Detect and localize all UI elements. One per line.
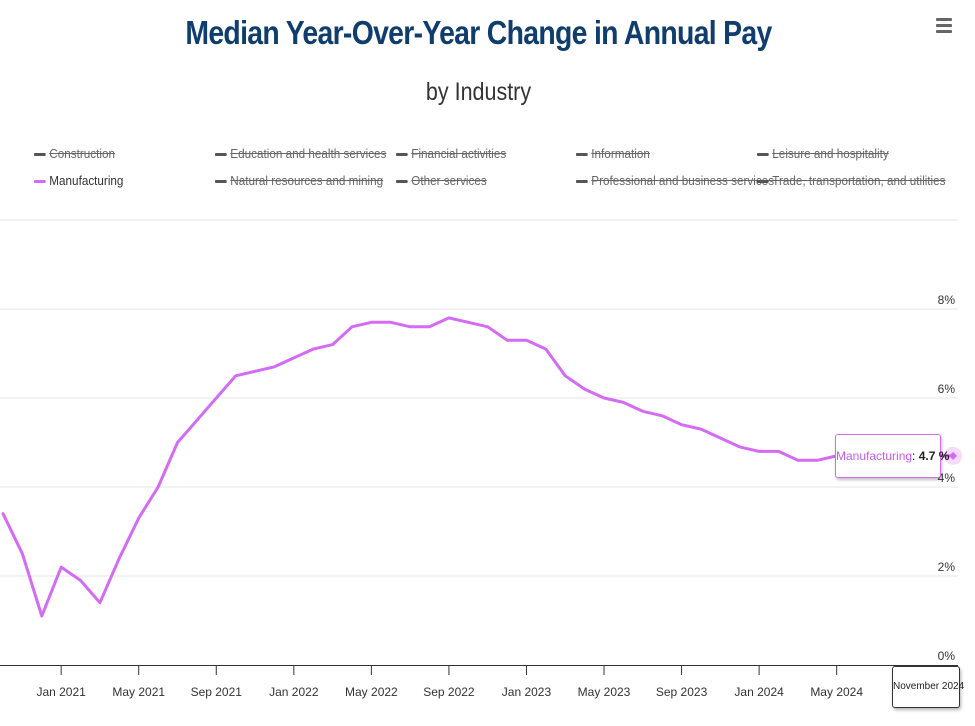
legend-label: Other services: [411, 173, 487, 188]
highlighted-point-marker[interactable]: [949, 451, 957, 460]
x-tick-label: May 2024: [810, 685, 863, 699]
legend-item[interactable]: Professional and business services: [576, 173, 774, 188]
legend-line-symbol-icon: [576, 153, 588, 157]
hamburger-menu-icon[interactable]: [936, 16, 952, 38]
legend-line-symbol-icon: [396, 180, 408, 184]
legend-line-symbol-icon: [34, 180, 46, 184]
legend-label: Financial activities: [411, 146, 507, 161]
y-tick-label: 0%: [938, 649, 956, 663]
tooltip-series-name: Manufacturing: [836, 449, 913, 463]
legend-line-symbol-icon: [215, 180, 227, 184]
x-tick-label: Sep 2022: [423, 685, 475, 699]
x-tick-label: May 2021: [112, 685, 165, 699]
series-line-manufacturing[interactable]: [1, 316, 955, 618]
y-tick-label: 4%: [938, 471, 956, 485]
legend-label: Trade, transportation, and utilities: [772, 173, 946, 188]
y-tick-label: 6%: [938, 382, 956, 396]
legend-label: Manufacturing: [49, 173, 124, 188]
legend-line-symbol-icon: [757, 153, 769, 157]
legend-item[interactable]: Other services: [396, 173, 487, 188]
x-tick-label: Jan 2024: [734, 685, 784, 699]
series-tooltip: Manufacturing: 4.7 %: [835, 434, 949, 478]
x-axis-crosshair-label: November 2024: [892, 666, 964, 708]
legend-item[interactable]: Natural resources and mining: [215, 173, 383, 188]
y-tick-label: 2%: [938, 560, 956, 574]
tooltip-separator: :: [912, 449, 919, 463]
legend-label: Information: [591, 146, 650, 161]
x-tick-label: May 2023: [578, 685, 631, 699]
legend-line-symbol-icon: [396, 153, 408, 157]
legend-item[interactable]: Construction: [34, 146, 115, 161]
legend-item[interactable]: Financial activities: [396, 146, 506, 161]
legend-item[interactable]: Manufacturing: [34, 173, 123, 188]
legend-line-symbol-icon: [757, 180, 769, 184]
legend-label: Natural resources and mining: [230, 173, 384, 188]
y-tick-label: 8%: [938, 293, 956, 307]
x-tick-label: Jan 2023: [502, 685, 552, 699]
tooltip-value: 4.7 %: [918, 449, 950, 463]
legend-item[interactable]: Information: [576, 146, 650, 161]
legend-label: Leisure and hospitality: [772, 146, 889, 161]
legend-label: Construction: [49, 146, 115, 161]
legend-line-symbol-icon: [576, 180, 588, 184]
chart-title: Median Year-Over-Year Change in Annual P…: [185, 14, 772, 51]
x-tick-label: May 2022: [345, 685, 398, 699]
legend-line-symbol-icon: [34, 153, 46, 157]
legend-item[interactable]: Leisure and hospitality: [757, 146, 889, 161]
chart-subtitle: by Industry: [425, 78, 532, 106]
x-tick-label: Sep 2021: [191, 685, 243, 699]
x-tick-label: Jan 2021: [36, 685, 86, 699]
x-tick-label: Jan 2022: [269, 685, 319, 699]
legend-label: Education and health services: [230, 146, 387, 161]
x-tick-label: Sep 2023: [656, 685, 708, 699]
legend-item[interactable]: Education and health services: [215, 146, 386, 161]
legend-line-symbol-icon: [215, 153, 227, 157]
legend-label: Professional and business services: [591, 173, 775, 188]
legend-item[interactable]: Trade, transportation, and utilities: [757, 173, 946, 188]
